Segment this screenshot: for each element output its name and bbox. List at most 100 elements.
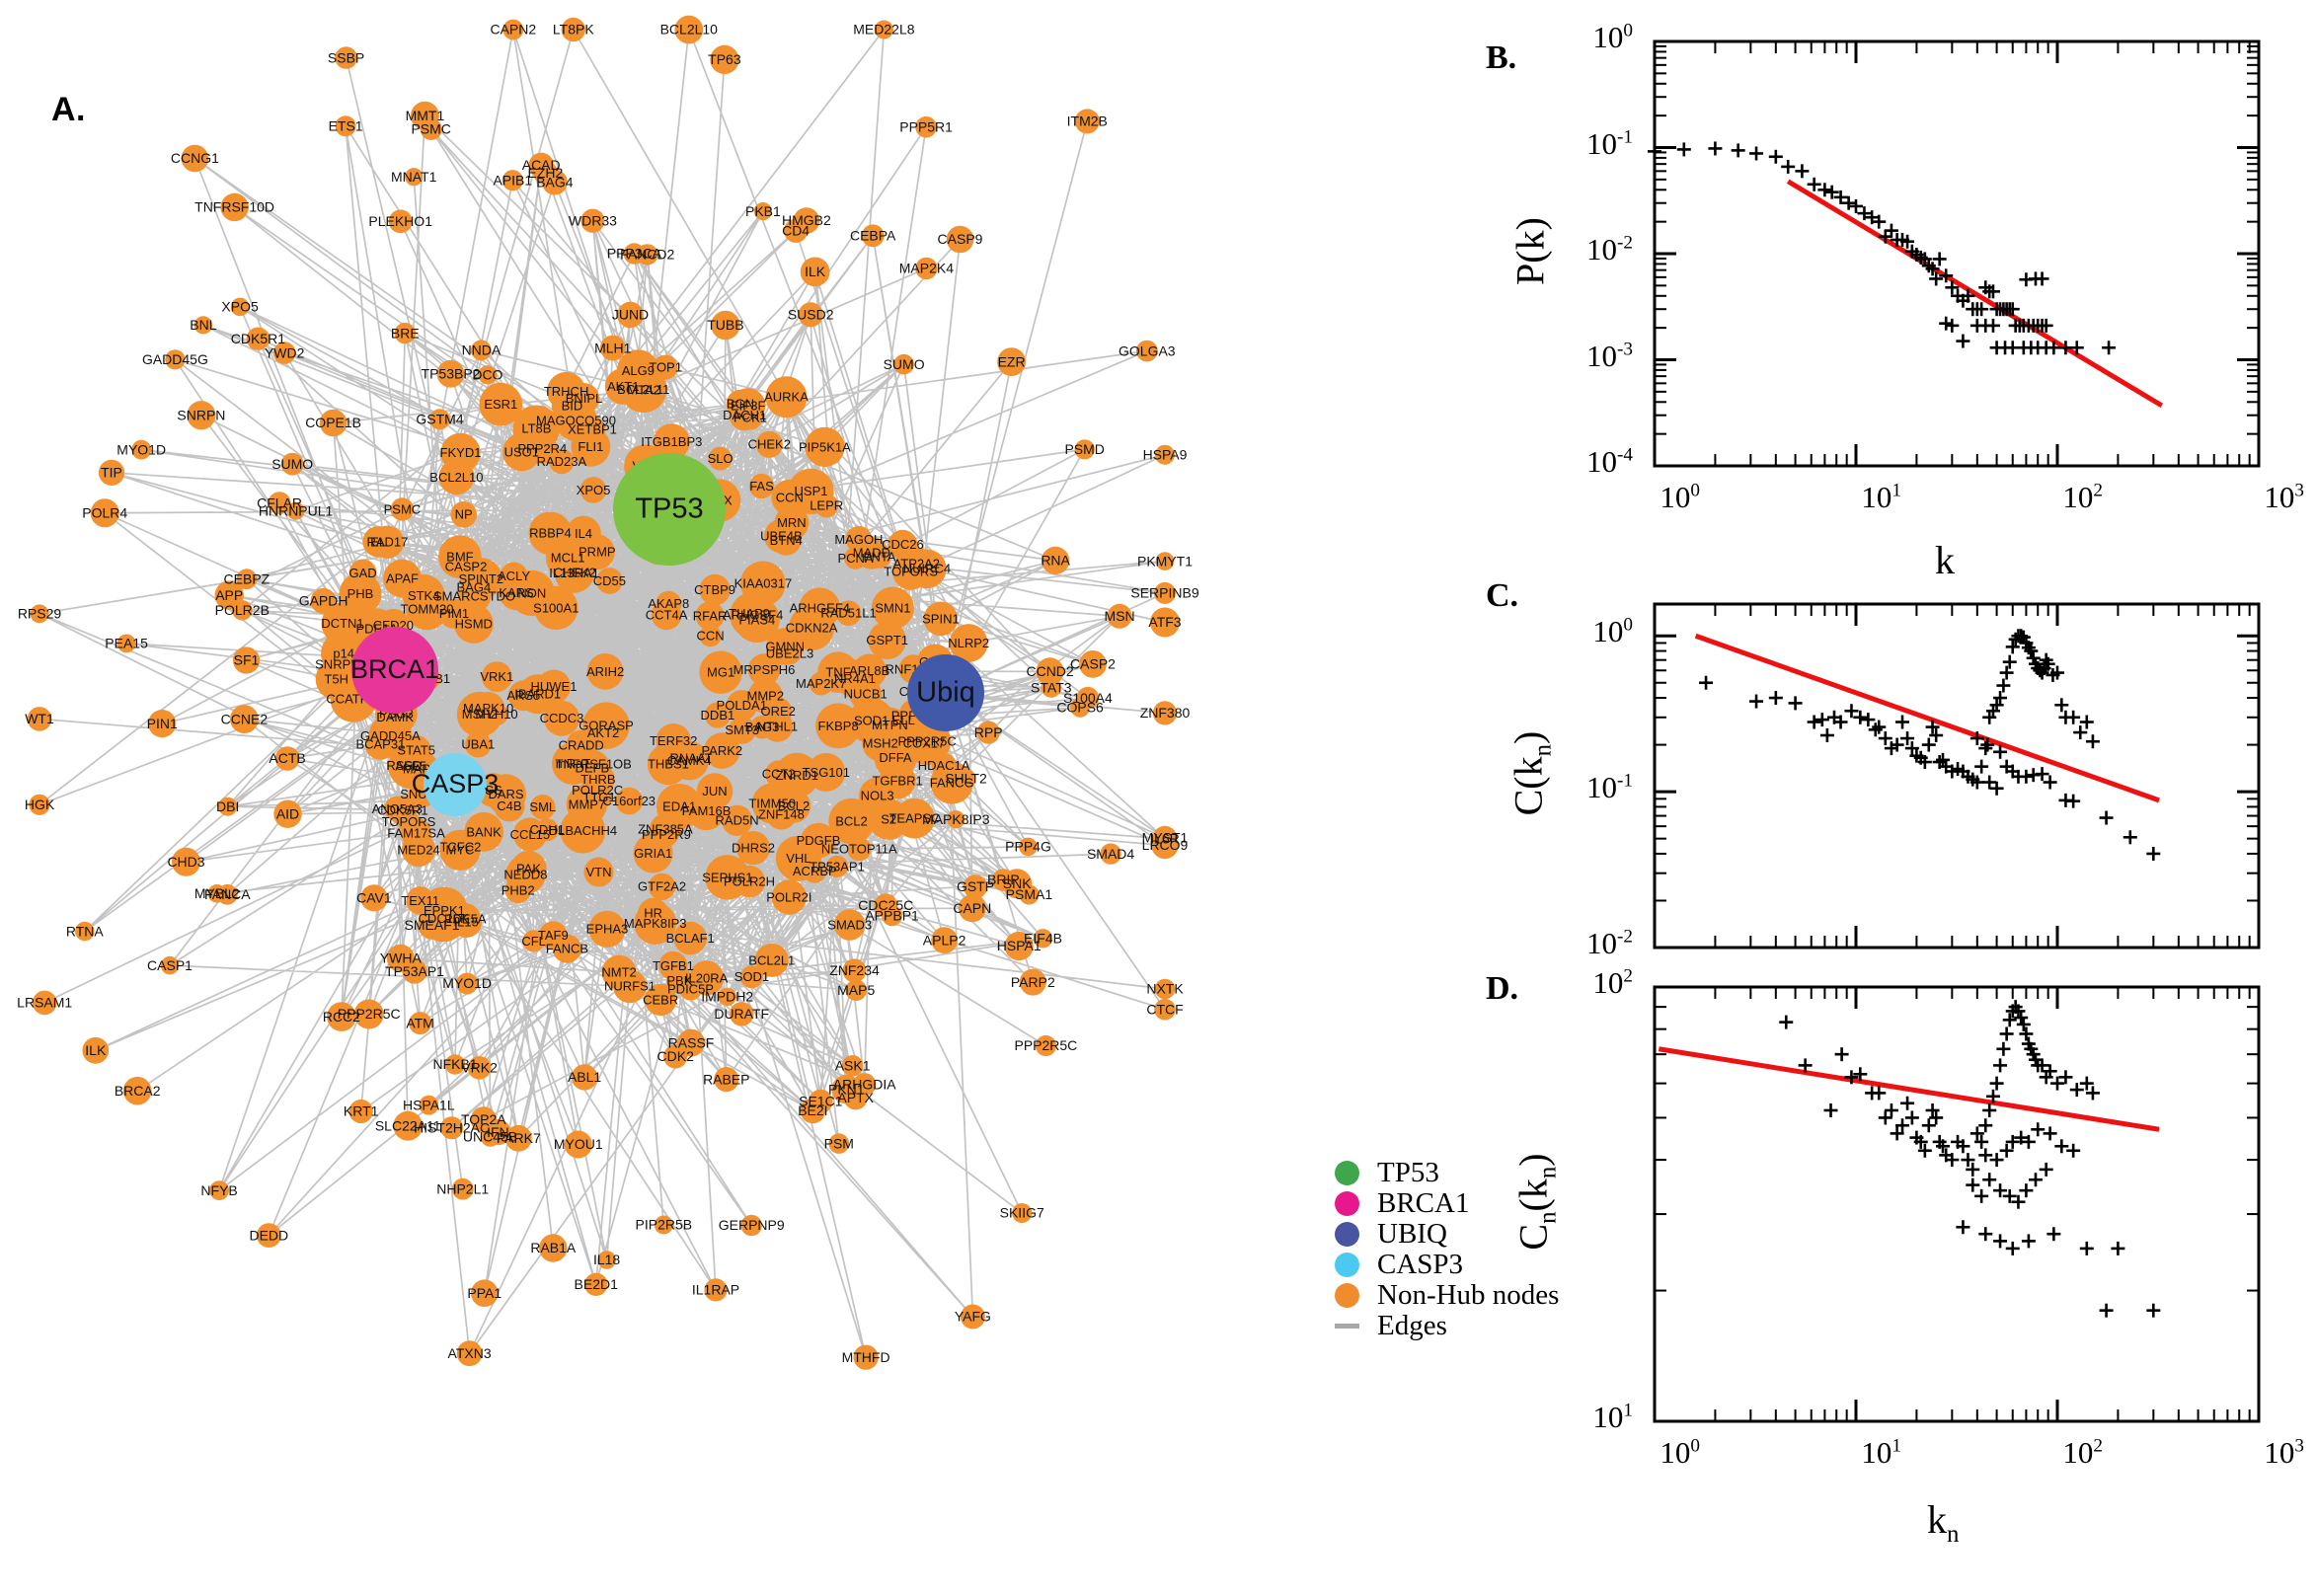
network-node[interactable] xyxy=(1035,1034,1056,1057)
network-node[interactable] xyxy=(733,865,766,898)
network-node[interactable] xyxy=(273,799,302,828)
network-node[interactable] xyxy=(268,492,291,514)
network-node[interactable] xyxy=(958,894,986,923)
network-node[interactable] xyxy=(218,797,238,816)
network-node[interactable] xyxy=(388,796,418,825)
network-node[interactable] xyxy=(571,1064,598,1091)
network-node[interactable] xyxy=(923,601,959,637)
network-node[interactable] xyxy=(828,1133,850,1154)
network-node[interactable] xyxy=(747,678,783,714)
network-node[interactable] xyxy=(1076,686,1100,710)
network-node[interactable] xyxy=(429,409,450,430)
network-node[interactable] xyxy=(677,1028,705,1057)
hub-circle[interactable] xyxy=(424,753,487,816)
network-node[interactable] xyxy=(835,600,862,626)
network-node[interactable] xyxy=(461,575,486,600)
network-node[interactable] xyxy=(1074,109,1100,134)
network-node[interactable] xyxy=(841,1055,864,1077)
network-node[interactable] xyxy=(230,297,250,317)
network-node[interactable] xyxy=(1100,843,1121,865)
network-node[interactable] xyxy=(1041,677,1062,698)
network-node[interactable] xyxy=(335,115,356,137)
network-node[interactable] xyxy=(656,784,703,830)
network-node[interactable] xyxy=(584,1272,608,1297)
network-node[interactable] xyxy=(1154,998,1176,1021)
network-node[interactable] xyxy=(230,705,259,733)
network-node[interactable] xyxy=(29,794,50,815)
network-node[interactable] xyxy=(98,459,125,486)
network-node[interactable] xyxy=(522,930,545,952)
network-node[interactable] xyxy=(27,707,52,731)
network-node[interactable] xyxy=(388,209,413,234)
network-node[interactable] xyxy=(656,590,682,617)
network-node[interactable] xyxy=(997,347,1026,376)
network-node[interactable] xyxy=(256,1223,281,1248)
hub-node-ubiq[interactable]: Ubiq xyxy=(907,654,984,731)
network-node[interactable] xyxy=(410,101,439,130)
network-node[interactable] xyxy=(634,902,677,945)
network-node[interactable] xyxy=(947,810,965,829)
network-node[interactable] xyxy=(148,710,177,738)
network-node[interactable] xyxy=(444,831,476,863)
network-node[interactable] xyxy=(360,884,388,912)
network-node[interactable] xyxy=(274,746,300,771)
network-node[interactable] xyxy=(617,301,644,329)
hub-node-tp53[interactable]: TP53 xyxy=(613,453,726,566)
network-node[interactable] xyxy=(539,1234,568,1262)
network-node[interactable] xyxy=(1004,931,1034,961)
network-node[interactable] xyxy=(647,743,689,786)
network-node[interactable] xyxy=(502,19,524,40)
network-node[interactable] xyxy=(571,426,611,467)
network-node[interactable] xyxy=(853,1344,879,1370)
network-node[interactable] xyxy=(748,473,775,499)
network-node[interactable] xyxy=(1107,603,1132,629)
network-node[interactable] xyxy=(561,17,585,42)
network-node[interactable] xyxy=(1152,701,1178,725)
network-node[interactable] xyxy=(750,715,774,739)
network-node[interactable] xyxy=(679,977,702,1001)
network-node[interactable] xyxy=(809,1089,833,1114)
network-node[interactable] xyxy=(272,342,296,364)
network-node[interactable] xyxy=(535,818,559,842)
network-node[interactable] xyxy=(478,365,498,385)
network-node[interactable] xyxy=(754,943,789,977)
network-node[interactable] xyxy=(874,20,893,39)
network-node[interactable] xyxy=(623,243,646,265)
network-node[interactable] xyxy=(362,526,394,558)
network-node[interactable] xyxy=(214,580,244,610)
network-node[interactable] xyxy=(976,721,1000,744)
network-node[interactable] xyxy=(1152,825,1178,851)
network-node[interactable] xyxy=(353,999,384,1029)
network-node[interactable] xyxy=(1150,607,1180,638)
network-node[interactable] xyxy=(946,225,974,254)
network-node[interactable] xyxy=(131,439,152,460)
network-node[interactable] xyxy=(596,568,623,594)
network-node[interactable] xyxy=(633,833,673,874)
network-node[interactable] xyxy=(699,625,722,647)
network-node[interactable] xyxy=(696,773,733,809)
network-node[interactable] xyxy=(1079,650,1107,678)
network-node[interactable] xyxy=(817,651,859,693)
hub-node-casp3[interactable]: CASP3 xyxy=(412,753,500,816)
network-node[interactable] xyxy=(1155,444,1175,465)
network-node[interactable] xyxy=(590,720,616,746)
network-node[interactable] xyxy=(586,653,624,690)
network-node[interactable] xyxy=(508,570,555,617)
network-node[interactable] xyxy=(393,1110,424,1141)
network-node[interactable] xyxy=(879,762,916,799)
network-node[interactable] xyxy=(220,192,249,222)
network-node[interactable] xyxy=(504,1124,532,1152)
network-node[interactable] xyxy=(751,783,793,824)
network-node[interactable] xyxy=(440,1116,464,1140)
network-node[interactable] xyxy=(845,979,867,1001)
network-node[interactable] xyxy=(931,927,958,953)
network-node[interactable] xyxy=(564,1130,592,1159)
network-node[interactable] xyxy=(122,1076,152,1105)
network-node[interactable] xyxy=(695,601,725,631)
network-node[interactable] xyxy=(774,752,819,798)
network-node[interactable] xyxy=(581,752,605,776)
network-node[interactable] xyxy=(891,553,930,590)
network-node[interactable] xyxy=(485,703,508,726)
network-node[interactable] xyxy=(718,987,736,1007)
network-node[interactable] xyxy=(728,716,756,744)
